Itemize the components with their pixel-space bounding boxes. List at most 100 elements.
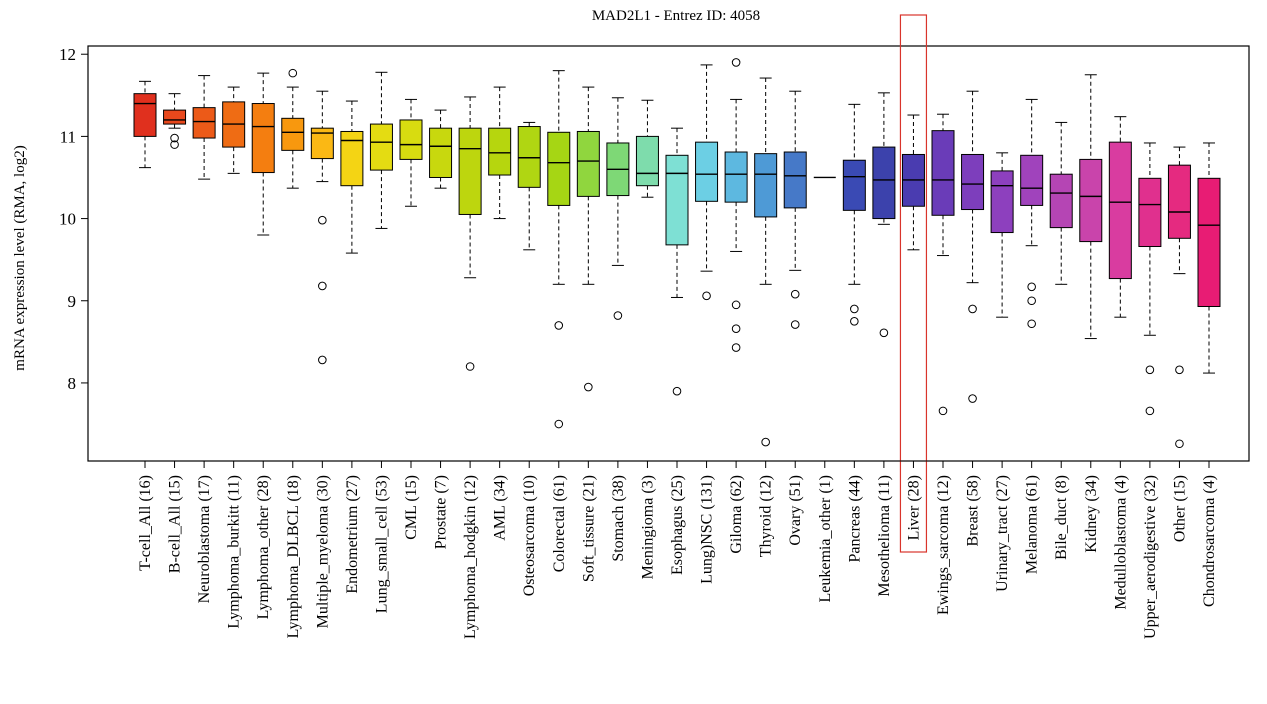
outlier-point [731, 300, 741, 310]
y-tick-label: 10 [59, 210, 76, 229]
outlier-point [1145, 365, 1155, 375]
box [133, 93, 157, 137]
outlier-point [170, 133, 179, 143]
x-tick-label: Bile_duct (8) [1053, 475, 1070, 560]
outlier-point [465, 362, 475, 371]
x-tick-label: Giloma (62) [728, 475, 745, 554]
outlier-point [761, 437, 770, 447]
outlier-point [288, 68, 298, 78]
x-tick-label: Kidney (34) [1083, 475, 1100, 553]
box [399, 119, 423, 160]
outlier-point [584, 382, 593, 392]
outlier-point [170, 140, 179, 149]
y-tick-label: 9 [68, 292, 77, 311]
box [163, 109, 187, 125]
box [1049, 173, 1073, 229]
outlier-point [1175, 439, 1184, 449]
x-tick-label: Leukemia_other (1) [817, 475, 834, 603]
outlier-point [879, 328, 889, 338]
x-tick-label: Liver (28) [905, 475, 922, 540]
x-tick-label: Stomach (38) [610, 475, 627, 562]
outlier-point [938, 406, 948, 416]
x-tick-label: Lymphoma_DLBCL (18) [285, 475, 302, 638]
x-tick-label: Breast (58) [965, 475, 982, 547]
box [783, 151, 807, 209]
box [458, 127, 482, 215]
box [754, 153, 778, 218]
plot-area: 8 9 10 11 12 T-cell_All (16) B-cell_All (15) Ne… [59, 14, 1250, 639]
y-tick-label: 12 [59, 45, 76, 64]
y-tick-label: 11 [60, 127, 76, 146]
x-tick-label: T-cell_All (16) [137, 475, 154, 571]
box [990, 170, 1014, 234]
x-tick-label: Medulloblastoma (4) [1112, 475, 1129, 610]
x-tick-label: Endometrium (27) [344, 475, 361, 594]
outlier-point [1145, 406, 1155, 416]
outlier-point [790, 289, 800, 299]
box [635, 135, 659, 187]
x-tick-label: CML (15) [403, 475, 420, 540]
x-tick-label: Other (15) [1171, 475, 1188, 542]
outlier-point [968, 304, 977, 314]
x-tick-label: Mesothelioma (11) [876, 475, 893, 597]
box [340, 130, 364, 187]
x-tick-label: Pancreas (44) [846, 475, 863, 563]
x-tick-label: Prostate (7) [433, 475, 450, 549]
outlier-point [731, 324, 741, 333]
x-tick-label: Melanoma (61) [1024, 475, 1041, 574]
outlier-point [1027, 296, 1036, 306]
x-tick-label: Osteosarcoma (10) [521, 475, 538, 596]
x-tick-label: Multiple_myeloma (30) [314, 475, 331, 628]
outlier-point [1027, 319, 1036, 329]
x-tick-label: Esophagus (25) [669, 475, 686, 575]
x-tick-label: AML (34) [492, 475, 509, 541]
box [517, 126, 541, 188]
outlier-point [672, 386, 682, 396]
box [1167, 164, 1191, 239]
x-tick-label: Chondrosarcoma (4) [1201, 475, 1218, 607]
x-tick-label: Upper_aerodigestive (32) [1142, 475, 1159, 639]
x-tick-label: Lymphoma_hodgkin (12) [462, 475, 479, 639]
outlier-point [790, 320, 800, 329]
box [931, 130, 955, 216]
outlier-point [702, 291, 711, 301]
y-tick-label: 8 [68, 374, 77, 393]
x-tick-label: Lymphoma_burkitt (11) [226, 475, 243, 629]
outlier-point [554, 321, 564, 330]
box [310, 127, 334, 160]
box [1108, 141, 1132, 280]
box [281, 117, 305, 151]
x-tick-label: Soft_tissure (21) [580, 475, 597, 582]
outlier-point [731, 58, 741, 67]
x-tick-label: Thyroid (12) [758, 475, 775, 557]
box [724, 151, 748, 203]
box [192, 107, 216, 139]
x-tick-label: Urinary_tract (27) [994, 475, 1011, 592]
box [488, 127, 512, 176]
outlier-point [850, 304, 859, 314]
y-axis-label: mRNA expression level (RMA, log2) [12, 145, 28, 370]
box [872, 146, 896, 220]
outlier-point [318, 281, 327, 291]
outlier-point [968, 394, 977, 403]
box [842, 159, 866, 211]
x-tick-label: Neuroblastoma (17) [196, 475, 213, 603]
outlier-point [1175, 365, 1184, 375]
outlier-point [1027, 282, 1036, 292]
outlier-point [318, 355, 327, 365]
outlier-point [554, 419, 564, 429]
outlier-point [318, 215, 327, 225]
box [429, 127, 453, 178]
box [1138, 177, 1162, 248]
box [695, 141, 719, 202]
box [665, 154, 689, 246]
box [1197, 177, 1221, 308]
x-tick-label: Colorectal (61) [551, 475, 568, 572]
outlier-point [731, 343, 741, 352]
chart-title: MAD2L1 - Entrez ID: 4058 [592, 8, 760, 24]
box [1020, 154, 1044, 206]
x-tick-label: Ovary (51) [787, 475, 804, 546]
x-tick-label: Ewings_sarcoma (12) [935, 475, 952, 615]
outlier-point [613, 311, 623, 320]
